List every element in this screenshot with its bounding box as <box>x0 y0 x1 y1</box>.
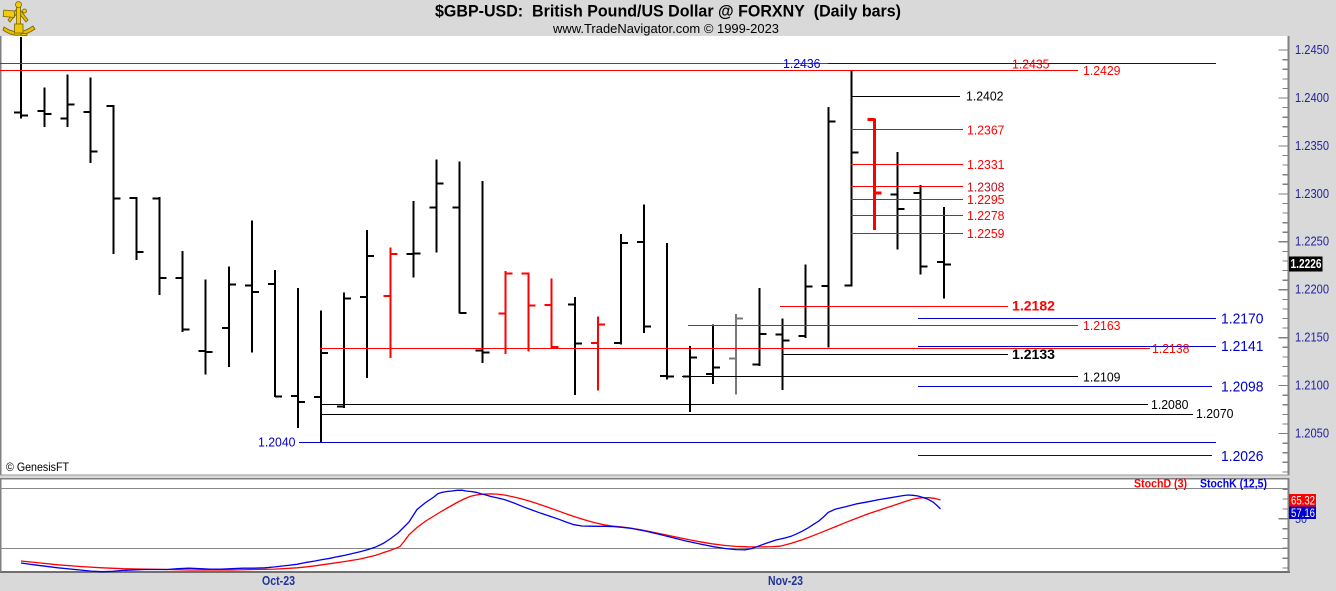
svg-text:65.32: 65.32 <box>1291 494 1315 508</box>
svg-text:1.2182: 1.2182 <box>1012 297 1055 313</box>
svg-text:1.2098: 1.2098 <box>1221 379 1264 396</box>
svg-text:Oct-23: Oct-23 <box>262 574 295 588</box>
svg-text:1.2250: 1.2250 <box>1295 234 1329 249</box>
svg-text:1.2070: 1.2070 <box>1196 406 1234 421</box>
svg-text:1.2170: 1.2170 <box>1221 310 1264 327</box>
svg-text:1.2138: 1.2138 <box>1152 341 1190 356</box>
svg-text:1.2400: 1.2400 <box>1295 90 1329 105</box>
svg-text:1.2450: 1.2450 <box>1295 42 1329 57</box>
svg-text:1.2402: 1.2402 <box>966 89 1004 104</box>
svg-text:© GenesisFT: © GenesisFT <box>6 460 70 474</box>
svg-text:1.2150: 1.2150 <box>1295 330 1329 345</box>
svg-text:www.TradeNavigator.com © 1999-: www.TradeNavigator.com © 1999-2023 <box>552 21 779 36</box>
svg-text:1.2109: 1.2109 <box>1083 369 1121 384</box>
svg-text:1.2300: 1.2300 <box>1295 186 1329 201</box>
svg-text:1.2308: 1.2308 <box>967 179 1005 194</box>
svg-text:1.2278: 1.2278 <box>967 208 1005 223</box>
svg-text:1.2133: 1.2133 <box>1012 346 1055 362</box>
svg-text:1.2367: 1.2367 <box>967 122 1005 137</box>
svg-text:StochD (3): StochD (3) <box>1134 477 1187 491</box>
svg-text:Nov-23: Nov-23 <box>768 574 803 588</box>
svg-text:1.2226: 1.2226 <box>1291 257 1322 271</box>
svg-text:1.2163: 1.2163 <box>1083 318 1121 333</box>
svg-text:1.2435: 1.2435 <box>1012 57 1050 72</box>
svg-text:$GBP-USD: British Pound/US Do: $GBP-USD: British Pound/US Dollar @ FORX… <box>435 2 901 21</box>
svg-text:StochK (12,5): StochK (12,5) <box>1200 477 1267 491</box>
svg-text:1.2429: 1.2429 <box>1083 63 1121 78</box>
svg-text:1.2080: 1.2080 <box>1151 397 1189 412</box>
svg-text:57.16: 57.16 <box>1291 506 1315 520</box>
svg-text:1.2026: 1.2026 <box>1221 448 1264 465</box>
svg-text:1.2331: 1.2331 <box>967 157 1005 172</box>
svg-text:1.2295: 1.2295 <box>967 192 1005 207</box>
svg-text:1.2050: 1.2050 <box>1295 426 1329 441</box>
svg-text:1.2259: 1.2259 <box>967 226 1005 241</box>
svg-text:1.2350: 1.2350 <box>1295 138 1329 153</box>
svg-text:1.2436: 1.2436 <box>783 56 821 71</box>
svg-text:1.2040: 1.2040 <box>258 435 296 450</box>
svg-text:1.2141: 1.2141 <box>1221 338 1264 355</box>
svg-text:1.2200: 1.2200 <box>1295 282 1329 297</box>
svg-text:1.2100: 1.2100 <box>1295 378 1329 393</box>
